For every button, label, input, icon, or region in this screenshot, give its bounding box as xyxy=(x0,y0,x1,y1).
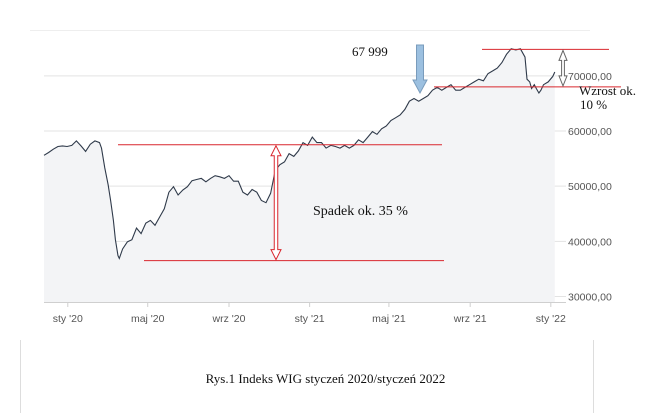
frame-left-rule xyxy=(20,340,21,413)
y-tick-label: 60000,00 xyxy=(568,126,612,138)
x-tick-label: maj '20 xyxy=(131,313,165,325)
series-line xyxy=(43,48,556,260)
rise-double-arrow xyxy=(558,49,568,88)
x-tick-label: wrz '20 xyxy=(212,313,246,325)
frame-right-rule xyxy=(593,340,594,413)
x-tick-label: sty '20 xyxy=(53,313,83,325)
rise-label-line-1: Wzrost ok. xyxy=(579,83,636,98)
y-tick-label: 30000,00 xyxy=(568,291,612,303)
x-tick-label: wrz '21 xyxy=(453,313,487,325)
y-tick-label: 50000,00 xyxy=(568,181,612,193)
drop-label: Spadek ok. 35 % xyxy=(313,204,408,219)
x-tick-label: maj '21 xyxy=(372,313,406,325)
figure-caption: Rys.1 Indeks WIG styczeń 2020/styczeń 20… xyxy=(205,371,446,386)
y-axis-labels: 30000,00 40000,00 50000,00 60000,00 70000,00 xyxy=(568,71,612,304)
y-tick-label: 70000,00 xyxy=(568,71,612,83)
peak-down-arrow-icon xyxy=(412,44,428,95)
y-tick-label: 40000,00 xyxy=(568,236,612,248)
x-tick-label: sty '21 xyxy=(295,313,325,325)
series-area xyxy=(44,48,555,303)
frame-top-rule xyxy=(30,30,590,31)
annotations: 67 999 Spadek ok. 35 % Wzrost ok. 10 % xyxy=(118,44,636,262)
x-tick-label: sty '22 xyxy=(536,313,566,325)
drop-double-arrow xyxy=(270,144,282,261)
x-axis-labels: sty '20 maj '20 wrz '20 sty '21 maj '21 wrz '… xyxy=(53,313,566,325)
peak-label: 67 999 xyxy=(352,44,388,59)
rise-label-line-2: 10 % xyxy=(580,97,607,112)
